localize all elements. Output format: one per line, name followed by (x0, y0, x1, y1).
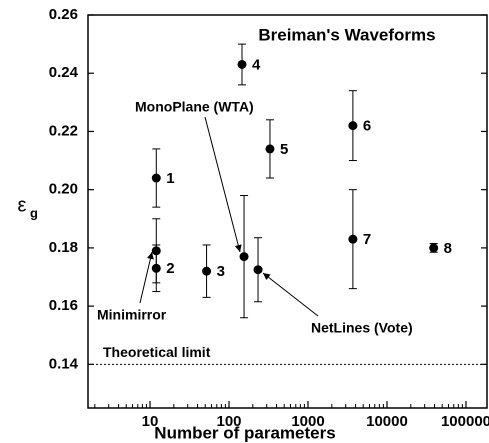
y-tick-label: 0.24 (49, 64, 79, 81)
point (265, 144, 275, 154)
x-axis-title: Number of parameters (154, 423, 335, 442)
point (239, 252, 249, 262)
point (253, 265, 263, 275)
point (202, 266, 212, 276)
point-label: 3 (217, 263, 225, 280)
point-label: 1 (166, 170, 174, 187)
y-tick-label: 0.20 (49, 181, 78, 198)
x-tick-label: 10 (142, 413, 159, 430)
annotation: NetLines (Vote) (311, 320, 413, 336)
chart-title: Breiman's Waveforms (258, 25, 435, 44)
point-label: 5 (280, 141, 288, 158)
y-tick-label: 0.18 (49, 239, 78, 256)
point (151, 173, 161, 183)
plot-frame (87, 14, 488, 409)
point-label: 4 (252, 56, 261, 73)
x-tick-label: 100 (216, 413, 241, 430)
y-tick-label: 0.16 (49, 297, 78, 314)
point-label: 8 (444, 240, 452, 257)
theoretical-limit-label: Theoretical limit (103, 344, 211, 360)
y-tick-label: 0.14 (49, 355, 79, 372)
x-tick-label: 1000 (291, 413, 324, 430)
point (429, 243, 439, 253)
y-axis-title: ε (18, 194, 27, 216)
point (151, 246, 161, 256)
x-tick-label: 100000 (441, 413, 489, 430)
x-tick-label: 10000 (366, 413, 408, 430)
annotation: Minimirror (97, 307, 167, 323)
annotation: MonoPlane (WTA) (135, 99, 254, 115)
point (348, 234, 358, 244)
y-axis-title-sub: g (30, 205, 38, 220)
point (237, 59, 247, 69)
y-tick-label: 0.22 (49, 122, 78, 139)
point (348, 121, 358, 131)
y-tick-label: 0.26 (49, 6, 78, 23)
point-label: 7 (363, 231, 371, 248)
annotation-arrow (139, 251, 154, 304)
annotation-arrow (262, 272, 319, 317)
point-label: 6 (363, 118, 371, 135)
annotation-arrow (204, 116, 242, 253)
point-label: 2 (166, 260, 174, 277)
